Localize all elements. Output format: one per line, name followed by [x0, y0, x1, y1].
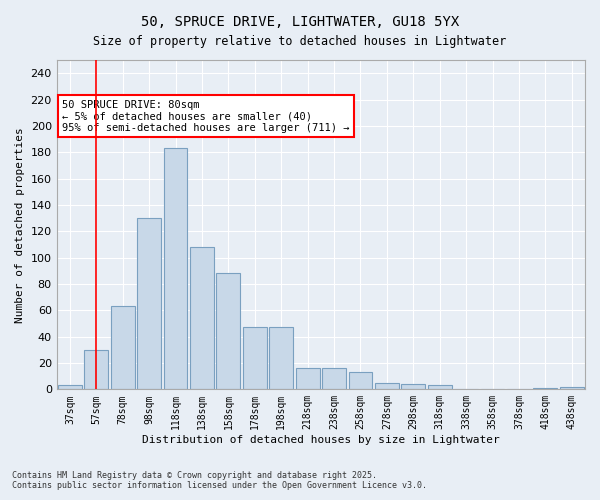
Bar	[164, 148, 187, 390]
Text: Size of property relative to detached houses in Lightwater: Size of property relative to detached ho…	[94, 35, 506, 48]
Bar	[111, 306, 134, 390]
Bar	[375, 382, 399, 390]
Text: Contains HM Land Registry data © Crown copyright and database right 2025.
Contai: Contains HM Land Registry data © Crown c…	[12, 470, 427, 490]
Bar	[560, 386, 584, 390]
Bar	[58, 386, 82, 390]
Bar	[243, 328, 266, 390]
Text: 50 SPRUCE DRIVE: 80sqm
← 5% of detached houses are smaller (40)
95% of semi-deta: 50 SPRUCE DRIVE: 80sqm ← 5% of detached …	[62, 100, 349, 132]
Y-axis label: Number of detached properties: Number of detached properties	[15, 127, 25, 322]
Bar	[296, 368, 320, 390]
Bar	[217, 274, 240, 390]
Bar	[533, 388, 557, 390]
Text: 50, SPRUCE DRIVE, LIGHTWATER, GU18 5YX: 50, SPRUCE DRIVE, LIGHTWATER, GU18 5YX	[141, 15, 459, 29]
Bar	[401, 384, 425, 390]
Bar	[269, 328, 293, 390]
Bar	[322, 368, 346, 390]
Bar	[137, 218, 161, 390]
Bar	[190, 247, 214, 390]
Bar	[85, 350, 108, 390]
X-axis label: Distribution of detached houses by size in Lightwater: Distribution of detached houses by size …	[142, 435, 500, 445]
Bar	[349, 372, 373, 390]
Bar	[428, 386, 452, 390]
